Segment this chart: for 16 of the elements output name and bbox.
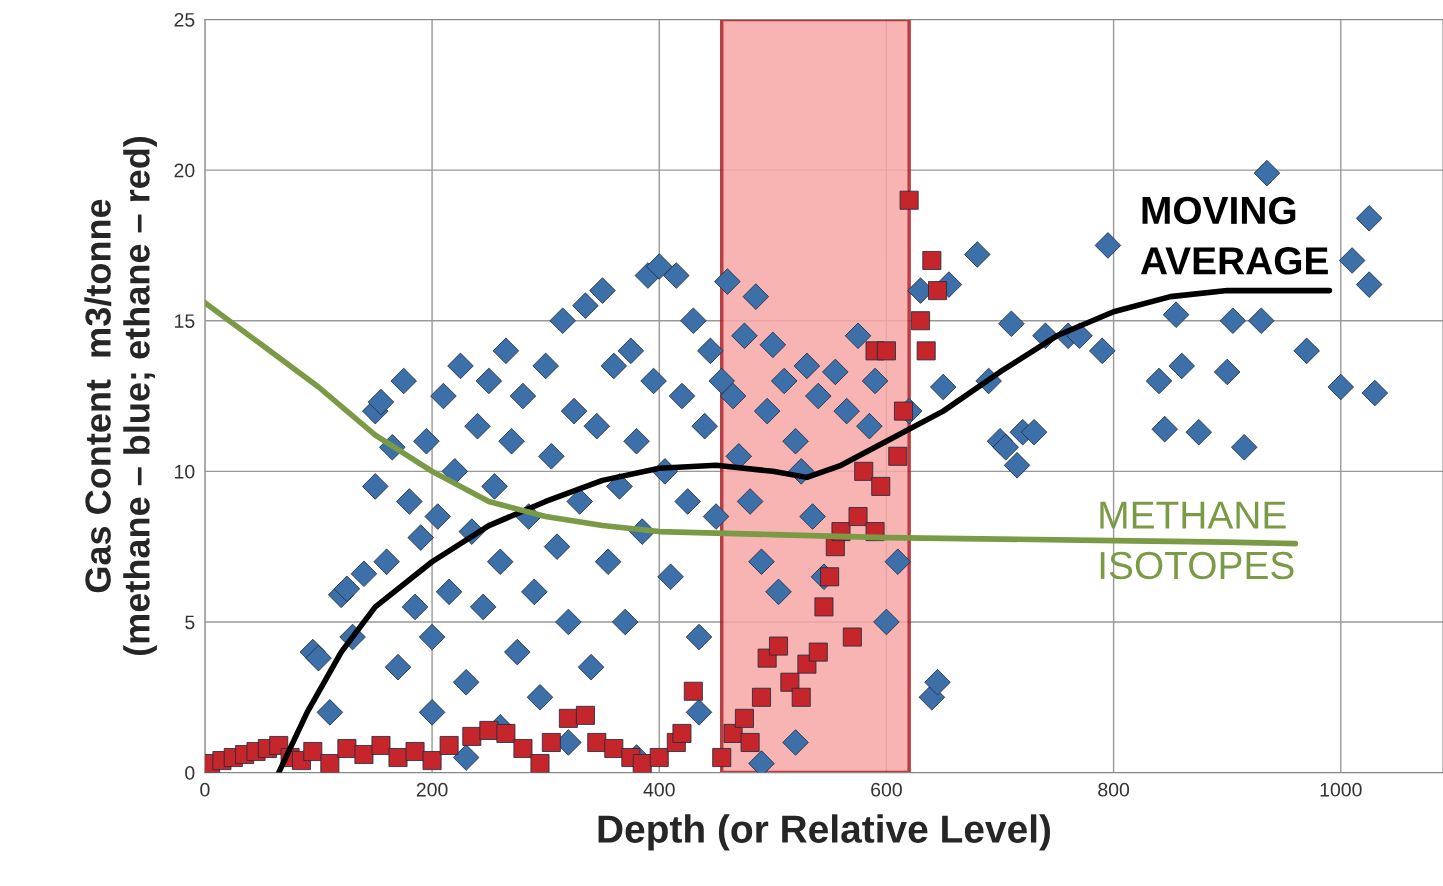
y-tick-label: 10 xyxy=(175,464,195,479)
x-tick-label: 0 xyxy=(200,782,210,797)
x-tick-label: 600 xyxy=(871,782,902,797)
x-tick-label: 800 xyxy=(1098,782,1130,797)
y-axis-title: Gas Content m3/tonne (methane – blue; ethane – red) xyxy=(84,136,157,656)
y-tick-label: 20 xyxy=(174,163,195,178)
x-tick-label: 200 xyxy=(416,782,448,797)
y-tick-label: 15 xyxy=(175,314,195,328)
x-tick-label: 400 xyxy=(643,782,675,797)
x-axis-title: Depth (or Relative Level) xyxy=(598,814,1051,851)
x-tick-label: 1000 xyxy=(1320,782,1362,797)
y-tick-label: 0 xyxy=(185,766,195,780)
y-tick-label: 25 xyxy=(174,12,195,27)
y-tick-label: 5 xyxy=(185,615,195,630)
series-label: METHANE ISOTOPES xyxy=(1100,501,1294,580)
series-label: MOVING AVERAGE xyxy=(1140,196,1328,275)
